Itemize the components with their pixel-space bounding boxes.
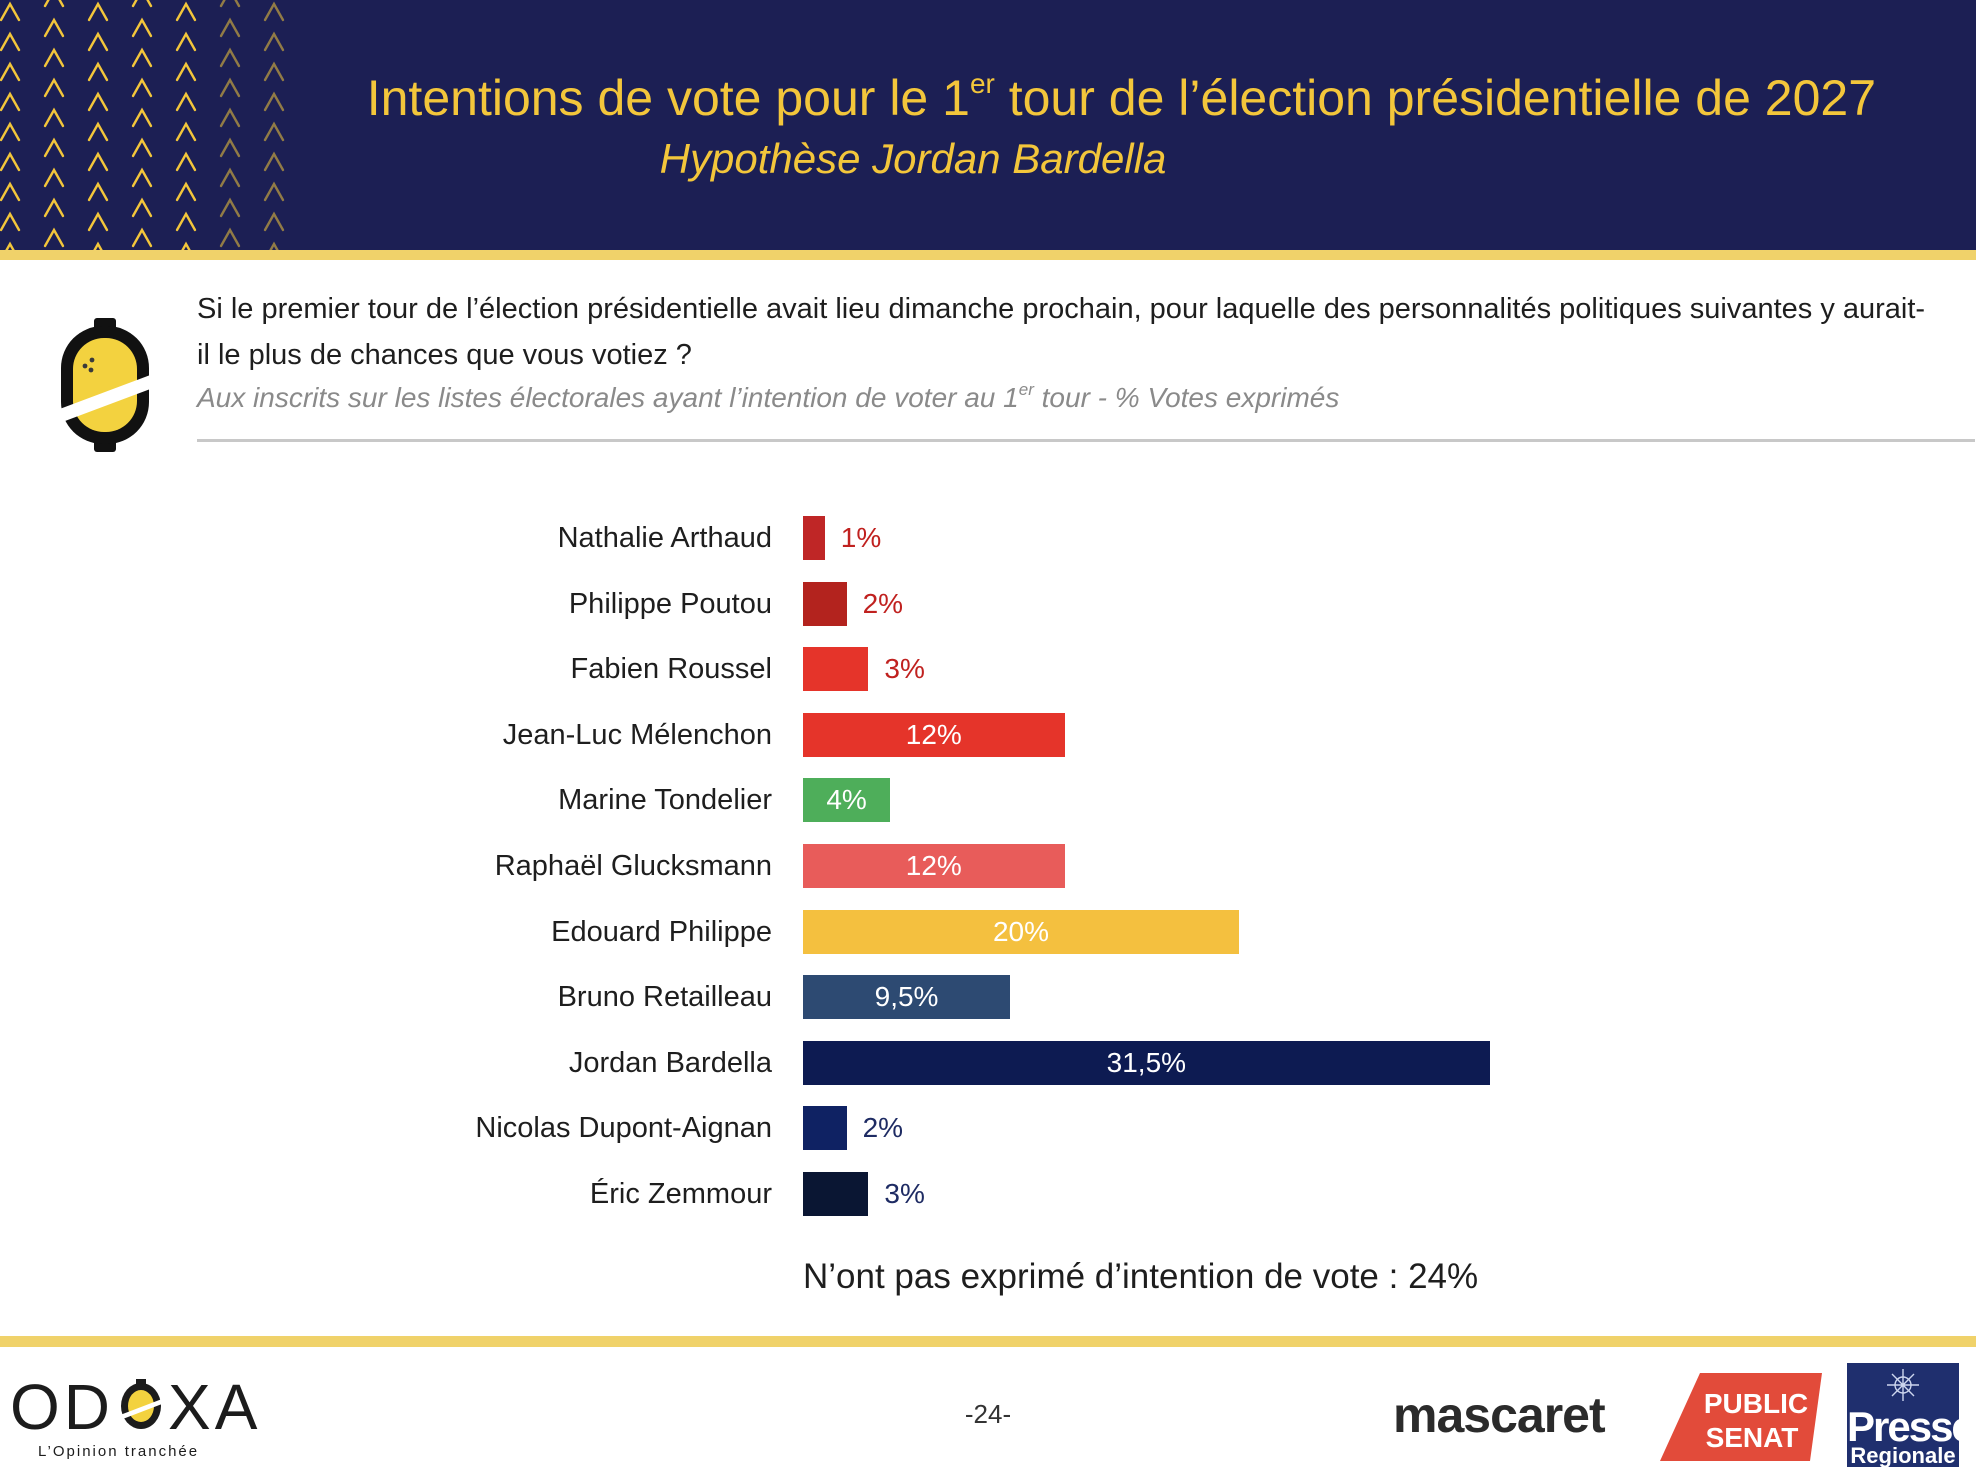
footer: OD XA L’Opinion tranchée -24- mascaret PU…	[0, 1347, 1976, 1480]
candidate-label: Fabien Roussel	[570, 653, 773, 686]
odoxa-tagline: L’Opinion tranchée	[38, 1443, 200, 1460]
candidate-label: Raphaël Glucksmann	[494, 850, 772, 882]
bar-value-label: 12%	[905, 718, 962, 750]
bar	[803, 1040, 1490, 1085]
candidate-label: Bruno Retailleau	[557, 981, 772, 1014]
header-banner: Intentions de vote pour le 1er tour de l…	[0, 0, 1976, 250]
survey-question: Si le premier tour de l’élection préside…	[197, 293, 1926, 371]
page-title: Intentions de vote pour le 1er tour de l…	[366, 68, 1876, 127]
bar-value-label: 1%	[840, 522, 882, 553]
bar-value-label: 2%	[862, 1112, 904, 1144]
bar	[803, 909, 1239, 954]
presse-regionale-logo: Presse Regionale	[1847, 1363, 1975, 1468]
odoxa-o-lemon-icon	[118, 1374, 164, 1429]
vote-intention-bar-chart: Nathalie Arthaud 1% Philippe Poutou 2% Fabie…	[475, 516, 1490, 1216]
presse-star-icon	[1887, 1369, 1919, 1401]
page-number: -24-	[964, 1399, 1012, 1429]
footer-gold-band	[0, 1336, 1976, 1347]
bar-value-label: 3%	[884, 1178, 925, 1209]
odoxa-lemon-icon	[57, 318, 153, 452]
candidate-label: Marine Tondelier	[558, 784, 772, 817]
no-intention-note: N’ont pas exprimé d’intention de vote : …	[803, 1257, 1479, 1296]
bar-value-label: 31,5%	[1106, 1046, 1187, 1078]
svg-text:PUBLIC: PUBLIC	[1704, 1388, 1808, 1419]
candidate-label: Philippe Poutou	[568, 587, 772, 620]
presse-word: Presse	[1847, 1403, 1975, 1450]
bar-value-label: 20%	[992, 915, 1050, 947]
candidate-label: Éric Zemmour	[589, 1178, 772, 1210]
bar	[803, 647, 869, 692]
survey-base-note: Aux inscrits sur les listes électorales …	[197, 380, 1340, 413]
separator-line	[197, 439, 1975, 442]
candidate-label: Nathalie Arthaud	[557, 522, 772, 554]
bar-value-label: 12%	[905, 850, 962, 881]
bar	[803, 844, 1065, 888]
bar-value-label: 2%	[862, 587, 904, 619]
candidate-label: Edouard Philippe	[551, 915, 772, 948]
bar	[803, 1106, 847, 1151]
bar	[803, 712, 1065, 757]
bar-value-label: 3%	[884, 653, 925, 685]
chevron-pattern-decoration	[0, 0, 285, 250]
bar-value-label: 4%	[826, 784, 867, 816]
regionale-word: Regionale	[1850, 1443, 1956, 1468]
bar	[803, 778, 891, 823]
public-senat-logo: PUBLIC SENAT	[1660, 1373, 1822, 1461]
mascaret-logo: mascaret	[1393, 1387, 1606, 1443]
svg-text:SENAT: SENAT	[1706, 1422, 1799, 1453]
header-gold-band	[0, 250, 1976, 260]
candidate-label: Jean-Luc Mélenchon	[502, 718, 772, 751]
odoxa-logo: OD XA	[10, 1371, 262, 1443]
bar	[803, 1172, 869, 1216]
candidate-label: Nicolas Dupont-Aignan	[475, 1112, 772, 1145]
bar	[803, 516, 825, 560]
bar	[803, 975, 1011, 1020]
bar-value-label: 9,5%	[874, 981, 939, 1013]
bar	[803, 581, 847, 626]
page-subtitle: Hypothèse Jordan Bardella	[659, 135, 1167, 182]
candidate-label: Jordan Bardella	[568, 1046, 772, 1079]
